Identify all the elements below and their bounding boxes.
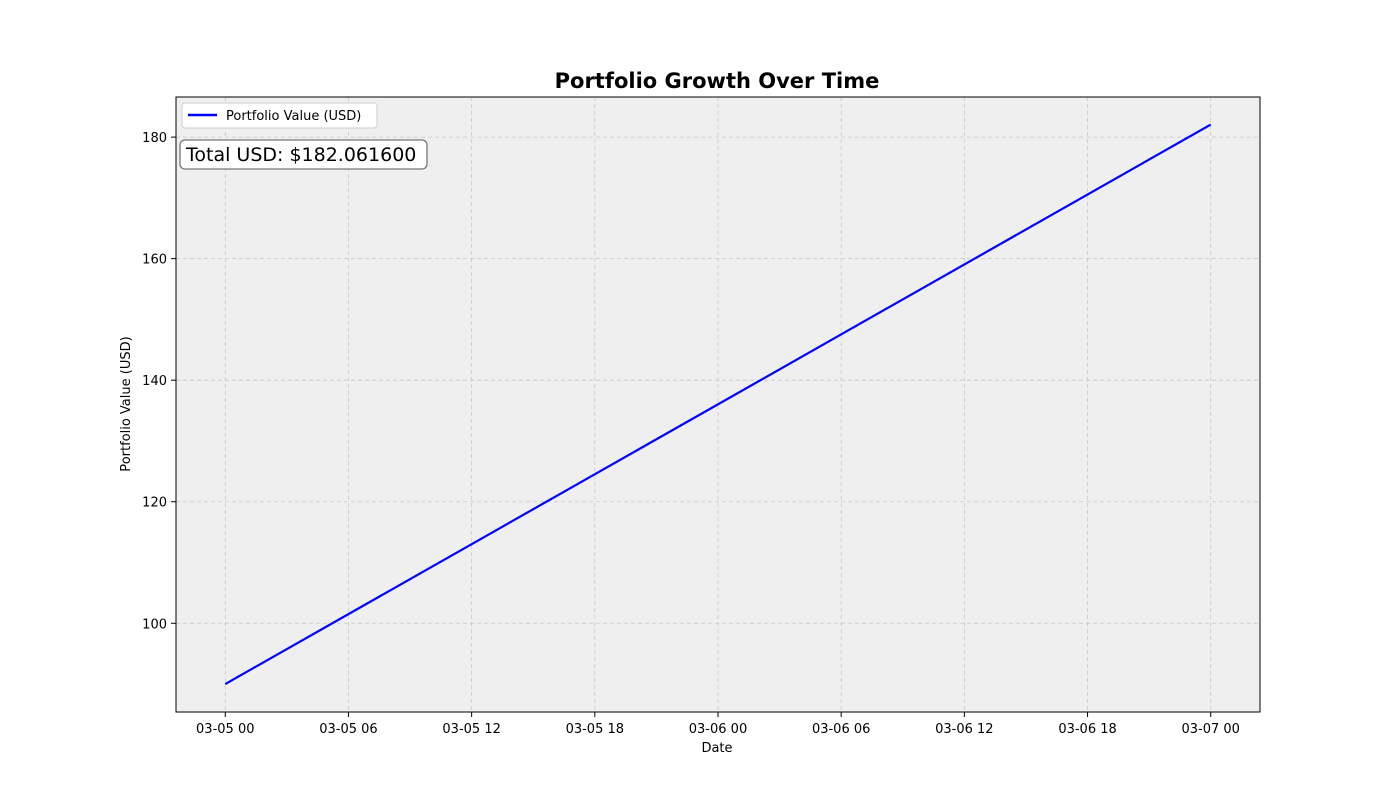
y-tick-label: 160: [142, 253, 167, 268]
chart-title: Portfolio Growth Over Time: [555, 69, 880, 93]
y-axis: 100 120 140 160 180: [142, 131, 176, 632]
x-tick-label: 03-05 12: [442, 722, 500, 737]
x-tick-label: 03-05 06: [319, 722, 377, 737]
x-tick-label: 03-05 18: [566, 722, 624, 737]
x-tick-label: 03-06 12: [935, 722, 993, 737]
y-tick-label: 100: [142, 617, 167, 632]
y-tick-label: 120: [142, 496, 167, 511]
legend-label: Portfolio Value (USD): [226, 109, 361, 124]
y-axis-title: Portfolio Value (USD): [119, 336, 134, 471]
x-tick-label: 03-06 00: [689, 722, 747, 737]
annotation-text: Total USD: $182.061600: [185, 144, 416, 166]
y-tick-label: 180: [142, 131, 167, 146]
x-tick-label: 03-06 18: [1058, 722, 1116, 737]
x-axis-title: Date: [701, 741, 732, 756]
total-annotation: Total USD: $182.061600: [180, 140, 427, 169]
legend: Portfolio Value (USD): [182, 103, 377, 128]
x-tick-label: 03-06 06: [812, 722, 870, 737]
y-tick-label: 140: [142, 374, 167, 389]
x-tick-label: 03-05 00: [196, 722, 254, 737]
x-tick-label: 03-07 00: [1182, 722, 1240, 737]
x-axis: 03-05 00 03-05 06 03-05 12 03-05 18 03-06 00…: [196, 712, 1240, 737]
